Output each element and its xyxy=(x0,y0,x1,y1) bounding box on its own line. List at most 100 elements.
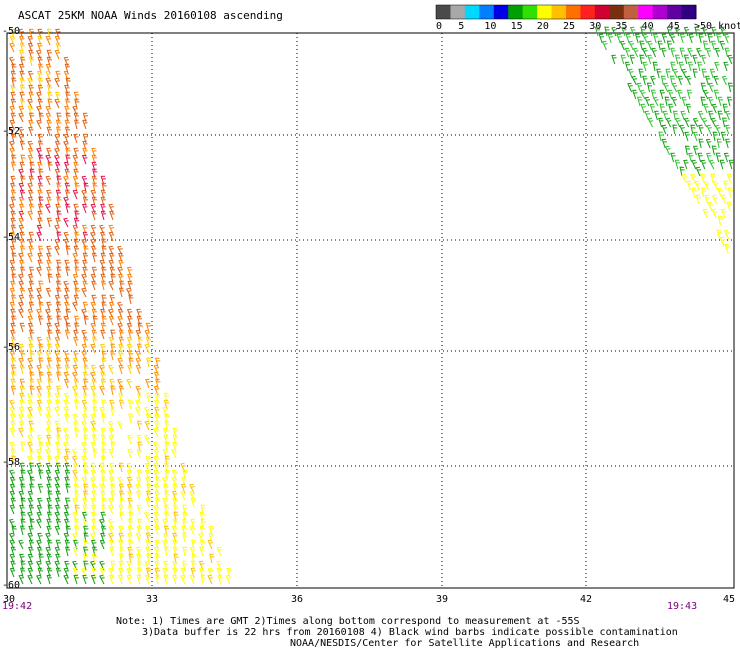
wind-barb xyxy=(55,490,61,501)
wind-barb xyxy=(81,238,87,249)
wind-barb xyxy=(713,89,720,100)
wind-barb xyxy=(18,105,25,116)
wind-barb xyxy=(128,518,134,529)
wind-barb xyxy=(81,224,88,235)
wind-barb xyxy=(65,546,71,557)
wind-barb xyxy=(71,532,78,543)
wind-barb xyxy=(74,504,80,515)
wind-barb xyxy=(19,84,26,95)
wind-barb xyxy=(18,427,24,438)
wind-barb xyxy=(9,490,16,501)
wind-barb xyxy=(73,336,79,347)
wind-barb xyxy=(692,68,698,79)
wind-barb xyxy=(37,203,44,214)
wind-barb xyxy=(27,413,33,424)
wind-barb xyxy=(126,469,133,480)
wind-barb xyxy=(82,133,89,144)
wind-barb xyxy=(46,434,52,445)
wind-barb xyxy=(118,343,124,354)
wind-barb xyxy=(54,168,61,179)
wind-barb xyxy=(154,539,161,550)
wind-barb xyxy=(647,117,654,128)
wind-barb xyxy=(666,40,672,51)
wind-barb xyxy=(180,574,186,585)
wind-barb xyxy=(110,385,116,396)
wind-barb xyxy=(19,42,26,53)
wind-barb xyxy=(91,434,98,445)
wind-barb xyxy=(64,469,71,480)
wind-barb xyxy=(634,33,641,44)
wind-barb xyxy=(38,343,44,354)
wind-barb xyxy=(110,350,116,361)
wind-barb xyxy=(207,574,213,585)
wind-barb xyxy=(678,61,684,72)
wind-barb xyxy=(37,28,43,39)
wind-barb xyxy=(83,378,89,389)
wind-barb xyxy=(65,525,71,536)
wind-barb xyxy=(73,350,79,361)
wind-barb xyxy=(28,329,35,340)
wind-barb xyxy=(9,553,16,564)
wind-barb xyxy=(9,567,16,578)
wind-barb xyxy=(27,490,34,501)
wind-barb xyxy=(81,399,88,410)
color-scale-swatch xyxy=(667,5,683,19)
wind-barb xyxy=(36,448,42,459)
wind-barb xyxy=(135,329,142,340)
wind-barb xyxy=(92,182,98,193)
lat-label: -60 xyxy=(2,580,21,591)
wind-barb xyxy=(82,147,88,158)
wind-barb xyxy=(126,336,133,347)
wind-barb xyxy=(56,287,62,298)
wind-barb xyxy=(118,539,124,550)
wind-barb xyxy=(694,26,700,37)
wind-barb xyxy=(189,490,195,501)
color-scale-swatch xyxy=(479,5,495,19)
wind-barb xyxy=(20,560,26,571)
wind-barb xyxy=(137,336,143,347)
wind-barb xyxy=(698,124,704,135)
wind-barb xyxy=(27,574,33,585)
wind-barb xyxy=(71,448,78,459)
wind-barb xyxy=(108,469,114,480)
wind-barb xyxy=(217,574,223,585)
wind-barb xyxy=(19,525,26,536)
wind-barb xyxy=(63,140,69,151)
wind-barb xyxy=(701,117,708,128)
wind-barb xyxy=(19,287,26,298)
wind-barb xyxy=(72,105,78,116)
wind-barb xyxy=(83,539,89,550)
wind-barb xyxy=(136,525,143,536)
wind-barb xyxy=(36,231,42,242)
wind-barb xyxy=(725,138,731,149)
wind-barb xyxy=(182,532,188,543)
wind-barb xyxy=(10,385,17,396)
wind-barb xyxy=(127,273,133,284)
wind-barb xyxy=(209,553,215,564)
wind-barb xyxy=(162,497,168,508)
wind-barb xyxy=(73,294,80,305)
wind-barb xyxy=(73,392,80,403)
wind-barb xyxy=(705,138,712,149)
wind-barb xyxy=(99,385,105,396)
wind-barb xyxy=(10,364,17,375)
wind-barb xyxy=(18,203,25,214)
wind-barb xyxy=(90,364,97,375)
wind-barb xyxy=(691,159,697,170)
wind-barb xyxy=(641,47,648,58)
wind-barb xyxy=(90,469,96,480)
wind-barb xyxy=(55,301,62,312)
wind-barb xyxy=(90,497,97,508)
wind-barb xyxy=(181,525,187,536)
wind-barb xyxy=(190,518,196,529)
wind-barb xyxy=(46,553,52,564)
wind-barb xyxy=(45,287,52,298)
wind-barb xyxy=(82,140,88,151)
wind-barb xyxy=(8,518,15,529)
wind-barb xyxy=(81,350,87,361)
wind-barb xyxy=(73,168,79,179)
wind-barb xyxy=(82,301,89,312)
wind-barb xyxy=(38,469,44,480)
wind-barb xyxy=(162,483,169,494)
wind-barb xyxy=(702,40,709,51)
